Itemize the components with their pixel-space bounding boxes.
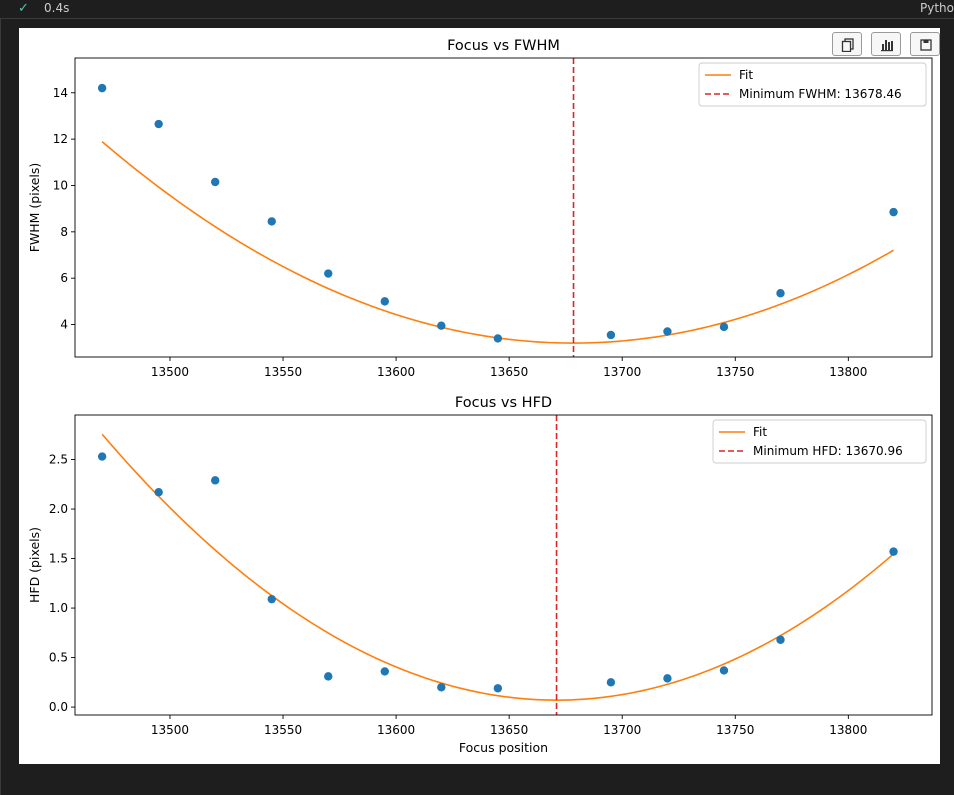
chart-button[interactable] <box>871 32 901 56</box>
data-point <box>437 321 446 330</box>
x-tick-label: 13550 <box>264 723 302 737</box>
data-point <box>606 330 616 340</box>
data-point <box>154 119 163 129</box>
data-point <box>210 476 220 485</box>
plot-area <box>97 58 898 357</box>
fit-line <box>101 141 894 344</box>
data-point <box>267 594 276 604</box>
x-tick-label: 13600 <box>377 723 415 737</box>
x-tick-label: 13650 <box>490 723 528 737</box>
y-tick-label: 4 <box>60 318 68 332</box>
legend: Fit Minimum FWHM: 13678.46 <box>698 62 927 107</box>
data-point <box>437 683 446 692</box>
chart-1: Focus vs FWHM 13500 13550 13600 13650 13700 13… <box>27 38 933 379</box>
x-tick-label: 13600 <box>377 365 415 379</box>
chart-title: Focus vs HFD <box>455 395 552 411</box>
x-tick-label: 13550 <box>264 365 302 379</box>
figure: Focus vs FWHM 13500 13550 13600 13650 13700 13… <box>27 38 933 755</box>
y-axis-label: HFD (pixels) <box>27 527 42 603</box>
x-tick-label: 13750 <box>716 365 754 379</box>
data-point <box>719 666 729 675</box>
data-point <box>154 488 163 497</box>
data-point <box>663 327 672 336</box>
chart-2: Focus vs HFD 13500 13550 13600 13650 13700 137… <box>27 395 933 755</box>
y-tick-label: 10 <box>53 178 68 192</box>
fit-line <box>101 433 895 701</box>
x-tick-label: 13800 <box>829 365 867 379</box>
bar-chart-icon <box>881 40 893 52</box>
legend-fit-label: Fit <box>739 68 753 82</box>
x-tick-label: 13800 <box>829 723 867 737</box>
y-tick-label: 8 <box>60 225 68 239</box>
data-point <box>324 672 333 681</box>
x-tick-label: 13700 <box>603 365 641 379</box>
y-tick-label: 14 <box>53 86 68 100</box>
data-point <box>324 269 333 278</box>
cell-output: Focus vs FWHM 13500 13550 13600 13650 13700 13… <box>19 28 940 764</box>
data-point <box>267 217 276 226</box>
cell-status-bar: ✓ 0.4s Pytho <box>0 0 954 19</box>
save-button[interactable] <box>910 32 940 56</box>
data-point <box>493 684 503 693</box>
copy-icon <box>841 38 854 52</box>
cell-left-border <box>0 18 1 795</box>
x-tick-label: 13500 <box>151 723 189 737</box>
legend-box <box>698 62 927 107</box>
y-tick-label: 6 <box>60 271 68 285</box>
y-axis-label: FWHM (pixels) <box>27 163 42 253</box>
axes-frame <box>74 414 933 716</box>
data-point <box>889 547 898 556</box>
data-point <box>776 289 785 298</box>
y-tick-label: 0.0 <box>49 700 68 714</box>
kernel-language[interactable]: Pytho <box>920 1 954 15</box>
data-point <box>210 177 220 187</box>
y-tick-label: 0.5 <box>49 651 68 665</box>
data-point <box>493 334 503 343</box>
legend-box <box>712 419 927 464</box>
copy-button[interactable] <box>832 32 862 56</box>
y-tick-label: 2.0 <box>49 502 68 516</box>
legend: Fit Minimum HFD: 13670.96 <box>712 419 927 464</box>
legend-minimum-label: Minimum FWHM: 13678.46 <box>739 87 902 101</box>
legend-minimum-label: Minimum HFD: 13670.96 <box>753 444 903 458</box>
data-point <box>380 297 389 306</box>
save-icon <box>920 39 932 51</box>
check-icon: ✓ <box>18 1 29 16</box>
axes-frame <box>74 57 933 358</box>
data-point <box>97 452 107 461</box>
data-point <box>776 635 785 644</box>
x-tick-label: 13750 <box>716 723 754 737</box>
x-tick-label: 13500 <box>151 365 189 379</box>
data-point <box>606 678 616 687</box>
x-tick-label: 13650 <box>490 365 528 379</box>
execution-time: 0.4s <box>44 1 70 15</box>
x-tick-label: 13700 <box>603 723 641 737</box>
data-point <box>719 322 729 332</box>
y-tick-label: 1.5 <box>49 552 68 566</box>
chart-title: Focus vs FWHM <box>447 38 560 54</box>
data-point <box>663 674 672 683</box>
data-point <box>380 667 389 676</box>
legend-fit-label: Fit <box>753 425 767 439</box>
data-point <box>889 207 898 217</box>
data-point <box>97 83 107 93</box>
y-tick-label: 2.5 <box>49 453 68 467</box>
plot-area <box>97 415 898 715</box>
y-tick-label: 12 <box>53 132 68 146</box>
y-tick-label: 1.0 <box>49 601 68 615</box>
x-axis-label: Focus position <box>459 740 548 755</box>
